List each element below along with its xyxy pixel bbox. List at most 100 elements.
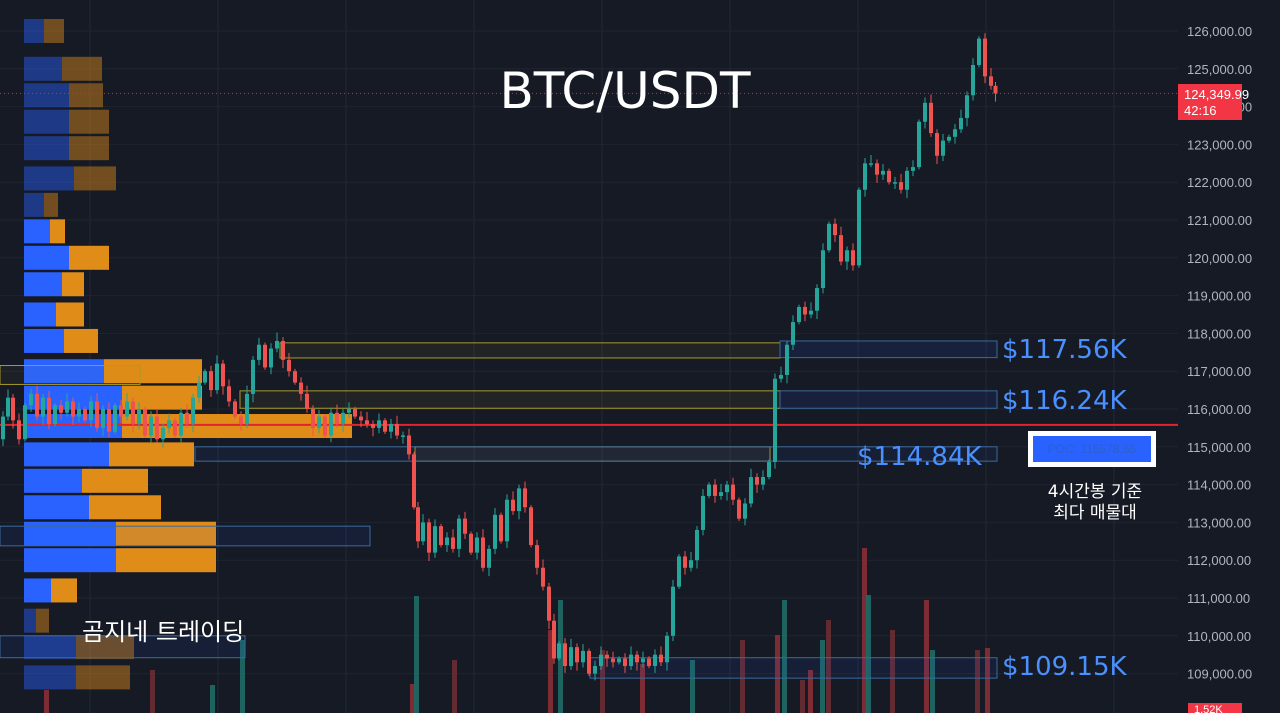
candle-body — [623, 658, 627, 667]
volume-bar — [44, 690, 49, 713]
candle-body — [547, 586, 551, 621]
volume-profile-sell — [62, 56, 102, 81]
volume-profile-buy — [24, 328, 64, 353]
candle-body — [833, 223, 837, 236]
candle-body — [785, 344, 789, 375]
y-tick-label: 114,000.00 — [1187, 478, 1251, 493]
candle-body — [323, 416, 327, 436]
candle-body — [725, 484, 729, 493]
y-tick-label: 119,000.00 — [1187, 289, 1251, 304]
candle-body — [457, 518, 461, 549]
candle-body — [701, 495, 705, 530]
volume-profile-sell — [56, 302, 84, 327]
volume-profile-buy — [24, 272, 62, 297]
candle-body — [869, 163, 873, 165]
volume-profile-buy — [24, 359, 104, 384]
candle-body — [487, 548, 491, 568]
candle-body — [971, 65, 975, 96]
candle-body — [977, 38, 981, 66]
volume-profile-buy — [24, 495, 89, 520]
y-tick-label: 115,000.00 — [1187, 440, 1251, 455]
level-label-116-24k: $116.24K — [1002, 386, 1127, 416]
candle-body — [257, 344, 261, 360]
volume-profile-sell — [122, 385, 202, 410]
y-tick-label: 109,000.00 — [1187, 667, 1252, 682]
candle-body — [557, 643, 561, 659]
candle-body — [935, 133, 939, 156]
candle-body — [773, 378, 777, 462]
volume-bar — [150, 670, 155, 713]
candle-body — [371, 424, 375, 428]
candle-body — [851, 250, 855, 266]
candle-body — [167, 420, 171, 428]
annotation-note: 4시간봉 기준 최다 매물대 — [1030, 482, 1160, 524]
volume-profile-sell — [104, 359, 202, 384]
last-price-tag: 124,349.99 42:16 — [1178, 84, 1249, 120]
y-tick-label: 110,000.00 — [1187, 629, 1251, 644]
annotation-line-2: 최다 매물대 — [1053, 503, 1137, 523]
candle-body — [119, 405, 123, 417]
candle-body — [845, 250, 849, 262]
volume-bar — [775, 635, 780, 713]
candle-body — [857, 189, 861, 266]
candle-body — [665, 635, 669, 663]
level-label-109-15k: $109.15K — [1002, 652, 1127, 682]
candle-body — [191, 397, 195, 425]
candle-body — [125, 401, 129, 417]
zone-116-24k-yellow — [239, 390, 781, 409]
candle-body — [197, 382, 201, 398]
volume-bar — [600, 650, 605, 713]
candle-body — [959, 117, 963, 130]
candle-body — [821, 250, 825, 289]
candle-body — [412, 454, 416, 508]
candle-body — [947, 136, 951, 141]
zone-117-56k-blue — [779, 340, 998, 359]
candle-body — [209, 371, 213, 391]
candle-body — [499, 514, 503, 542]
candle-body — [23, 405, 27, 440]
volume-profile-buy — [24, 19, 44, 43]
volume-bar — [862, 548, 867, 713]
candle-body — [287, 359, 291, 372]
candle-body — [535, 545, 539, 568]
candle-body — [445, 537, 449, 546]
grid-lines — [89, 0, 1115, 713]
candle-body — [401, 435, 405, 437]
volume-profile — [24, 19, 352, 690]
candle-body — [523, 488, 527, 508]
y-tick-label: 117,000.00 — [1187, 364, 1251, 379]
volume-tag: 1.52K — [1188, 703, 1242, 713]
candle-body — [185, 412, 189, 425]
candle-body — [707, 484, 711, 496]
candle-body — [475, 537, 479, 553]
volume-profile-buy — [24, 245, 69, 270]
volume-profile-sell — [89, 495, 161, 520]
candle-body — [1, 416, 5, 440]
candle-body — [353, 409, 357, 417]
volume-profile-sell — [36, 608, 49, 633]
volume-profile-buy — [24, 578, 51, 603]
volume-bar — [808, 670, 813, 713]
candle-body — [611, 658, 615, 663]
y-tick-label: 123,000.00 — [1187, 137, 1252, 152]
candle-body — [77, 409, 81, 417]
volume-profile-buy — [24, 665, 76, 690]
candle-body — [863, 163, 867, 190]
candle-body — [221, 363, 225, 387]
candle-body — [83, 409, 87, 421]
candle-body — [743, 503, 747, 519]
candle-body — [469, 533, 473, 553]
candle-body — [281, 340, 285, 360]
candle-body — [463, 518, 467, 534]
candle-body — [917, 121, 921, 168]
candle-body — [215, 363, 219, 391]
candle-body — [407, 435, 411, 455]
zone-109-15k-blue — [589, 657, 998, 679]
volume-bar — [930, 650, 935, 713]
candle-body — [89, 401, 93, 421]
candle-body — [179, 412, 183, 436]
candle-body — [689, 560, 693, 568]
poc-label: POC: 115578.65 — [1033, 436, 1151, 462]
zone-114-84k-blue — [194, 446, 998, 462]
